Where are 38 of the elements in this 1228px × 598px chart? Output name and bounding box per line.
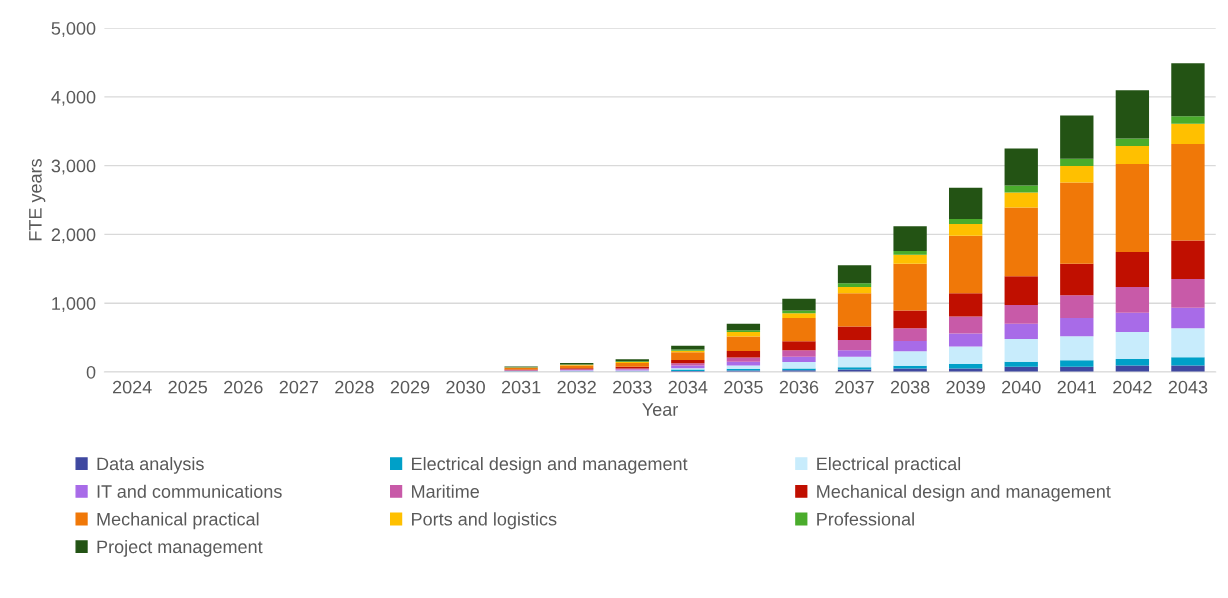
y-tick-label: 5,000	[51, 22, 96, 37]
legend-label: IT and communications	[97, 484, 282, 498]
x-tick-label: 2032	[557, 380, 596, 394]
y-tick-label: 1,000	[52, 297, 96, 313]
x-tick-label: 2027	[279, 380, 319, 394]
x-tick-label: 2026	[224, 380, 263, 394]
legend-label: Project management	[97, 539, 263, 557]
x-tick-label: 2043	[1168, 380, 1208, 394]
legend-label: Electrical design and management	[412, 456, 688, 474]
legend-label: Ports and logistics	[412, 512, 557, 530]
y-tick-label: 2,000	[51, 228, 96, 244]
x-tick-label: 2042	[1113, 380, 1152, 394]
x-tick-label: 2025	[168, 380, 208, 394]
legend-label: Mechanical design and management	[817, 484, 1111, 502]
x-tick-label: 2024	[112, 380, 152, 394]
y-axis-title: FTE years	[29, 159, 46, 241]
x-tick-label: 2028	[335, 380, 374, 394]
x-tick-label: 2041	[1057, 380, 1097, 394]
legend-label: Mechanical practical	[97, 512, 259, 530]
legend-label: Electrical practical	[817, 456, 961, 474]
x-tick-label: 2033	[613, 380, 652, 394]
y-tick-label: 3,000	[51, 159, 96, 175]
x-tick-label: 2031	[501, 380, 541, 394]
y-tick-label: 0	[86, 365, 96, 379]
x-tick-label: 2038	[890, 380, 930, 394]
y-tick-label: 4,000	[51, 90, 96, 106]
x-tick-label: 2039	[946, 380, 985, 394]
x-tick-label: 2030	[446, 380, 485, 394]
x-tick-label: 2040	[1002, 380, 1041, 394]
x-tick-label: 2036	[779, 380, 819, 394]
x-tick-label: 2034	[668, 380, 708, 394]
x-tick-label: 2029	[390, 380, 430, 394]
x-axis-title: Year	[642, 403, 678, 416]
legend-label: Professional	[817, 512, 914, 526]
x-tick-label: 2035	[724, 380, 763, 394]
legend-label: Data analysis	[97, 456, 204, 474]
legend-label: Maritime	[412, 484, 479, 498]
x-tick-label: 2037	[835, 380, 874, 394]
